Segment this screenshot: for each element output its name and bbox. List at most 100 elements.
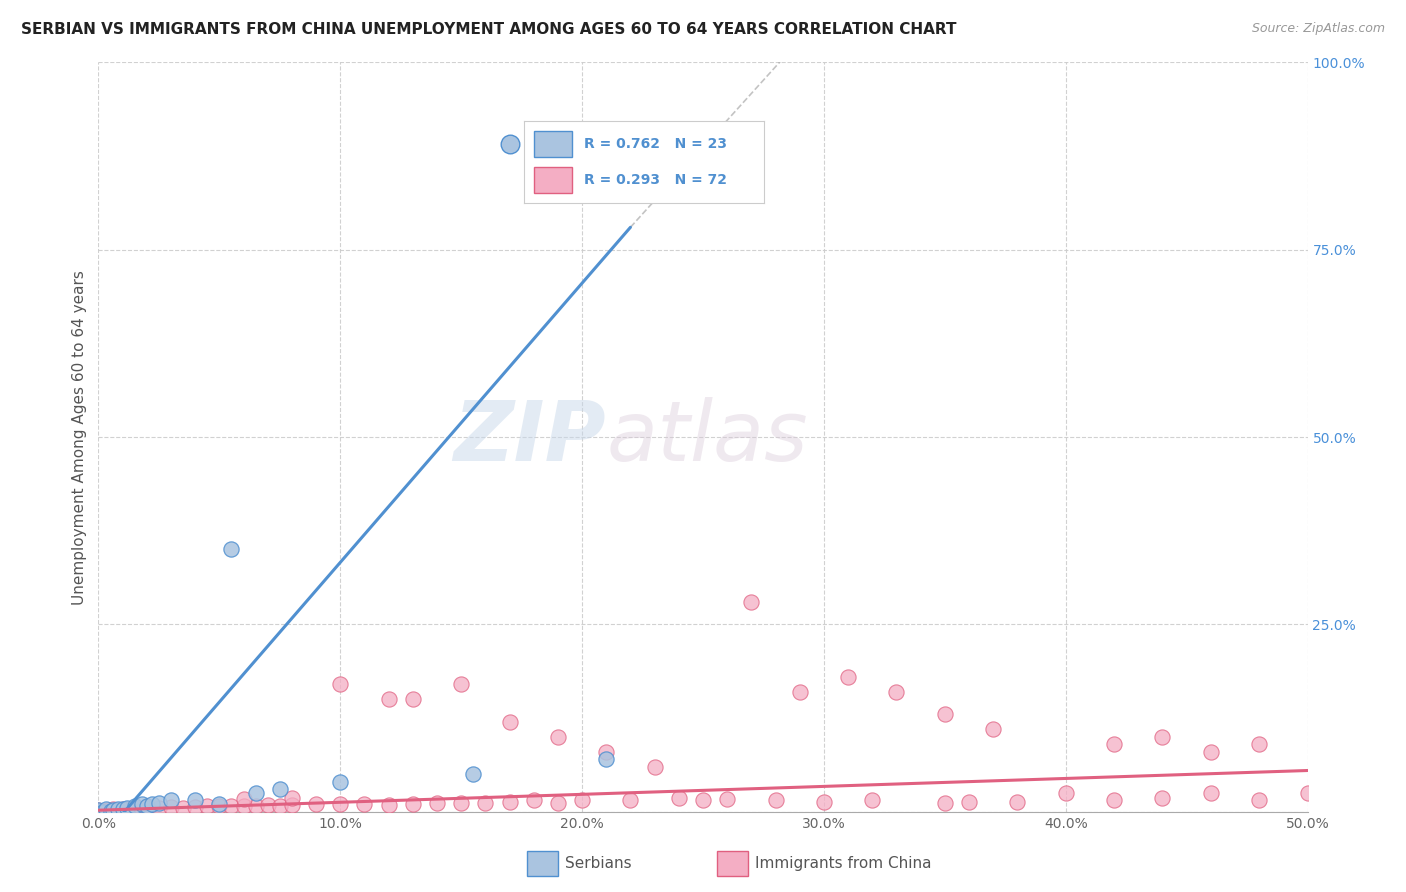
Point xyxy=(450,677,472,691)
Point xyxy=(184,793,207,807)
Point xyxy=(281,791,304,805)
Point xyxy=(450,796,472,810)
Point xyxy=(232,798,254,813)
Point xyxy=(886,685,908,699)
Point xyxy=(101,803,124,817)
Point xyxy=(474,797,496,811)
Point xyxy=(547,796,569,810)
Point xyxy=(644,760,666,774)
Point xyxy=(1199,786,1222,800)
Point xyxy=(245,799,267,814)
Point xyxy=(305,797,328,812)
Point xyxy=(619,793,641,807)
Point xyxy=(135,798,157,813)
Point xyxy=(91,805,114,819)
Point xyxy=(232,792,254,806)
Point xyxy=(1152,791,1174,805)
Point xyxy=(87,803,110,817)
Point xyxy=(160,800,183,814)
Point xyxy=(111,802,134,816)
Point xyxy=(91,804,114,818)
Point xyxy=(281,797,304,812)
Point xyxy=(1102,737,1125,751)
Point xyxy=(329,797,352,812)
Point xyxy=(87,803,110,817)
Point xyxy=(498,795,520,809)
FancyBboxPatch shape xyxy=(534,167,572,194)
Point xyxy=(668,791,690,805)
Point xyxy=(1199,745,1222,759)
Point xyxy=(402,692,425,706)
Point xyxy=(692,793,714,807)
Point xyxy=(1054,786,1077,800)
Point xyxy=(377,692,399,706)
Point xyxy=(195,799,218,814)
Point xyxy=(124,798,146,813)
Point xyxy=(1249,793,1271,807)
Point xyxy=(100,804,122,818)
Point xyxy=(571,793,593,807)
Point xyxy=(1296,786,1319,800)
Point xyxy=(221,542,243,557)
Point xyxy=(160,793,183,807)
Point xyxy=(353,797,375,812)
Point xyxy=(245,786,267,800)
Text: R = 0.762   N = 23: R = 0.762 N = 23 xyxy=(585,136,727,151)
Point xyxy=(127,801,149,815)
Point xyxy=(148,801,170,815)
Point xyxy=(595,745,617,759)
Point xyxy=(269,798,291,813)
Point xyxy=(256,797,278,812)
Text: Source: ZipAtlas.com: Source: ZipAtlas.com xyxy=(1251,22,1385,36)
Point xyxy=(184,800,207,814)
Text: Serbians: Serbians xyxy=(565,856,631,871)
Point xyxy=(1007,795,1029,809)
Point xyxy=(141,797,163,812)
Point xyxy=(934,707,956,722)
Point xyxy=(789,685,811,699)
Point xyxy=(957,795,980,809)
FancyBboxPatch shape xyxy=(534,130,572,157)
Point xyxy=(595,752,617,766)
Point xyxy=(94,802,117,816)
Point xyxy=(377,797,399,812)
Point xyxy=(135,800,157,814)
Point xyxy=(981,723,1004,737)
Point xyxy=(269,782,291,797)
Point xyxy=(499,136,522,151)
Point xyxy=(101,802,124,816)
Point xyxy=(740,595,762,609)
Point xyxy=(97,803,120,817)
Text: ZIP: ZIP xyxy=(454,397,606,477)
Point xyxy=(765,793,787,807)
Point xyxy=(87,805,110,819)
Point xyxy=(107,803,129,817)
Point xyxy=(463,767,485,781)
Text: Immigrants from China: Immigrants from China xyxy=(755,856,932,871)
Point xyxy=(117,801,139,815)
Point xyxy=(148,796,170,810)
Point xyxy=(1249,737,1271,751)
Point xyxy=(329,677,352,691)
Point xyxy=(402,797,425,812)
Point xyxy=(107,802,129,816)
Point xyxy=(1102,793,1125,807)
Point xyxy=(87,805,110,819)
Point xyxy=(716,792,738,806)
Point xyxy=(426,796,449,810)
Point xyxy=(117,802,139,816)
Point xyxy=(547,730,569,744)
Point xyxy=(837,670,859,684)
Text: R = 0.293   N = 72: R = 0.293 N = 72 xyxy=(585,173,727,187)
Point xyxy=(329,774,352,789)
Point xyxy=(131,797,153,812)
Point xyxy=(523,793,546,807)
Text: SERBIAN VS IMMIGRANTS FROM CHINA UNEMPLOYMENT AMONG AGES 60 TO 64 YEARS CORRELAT: SERBIAN VS IMMIGRANTS FROM CHINA UNEMPLO… xyxy=(21,22,956,37)
Point xyxy=(172,801,194,815)
Point xyxy=(1152,730,1174,744)
Point xyxy=(813,795,835,809)
Point xyxy=(934,796,956,810)
Text: atlas: atlas xyxy=(606,397,808,477)
Point xyxy=(111,802,134,816)
Point xyxy=(221,799,243,814)
